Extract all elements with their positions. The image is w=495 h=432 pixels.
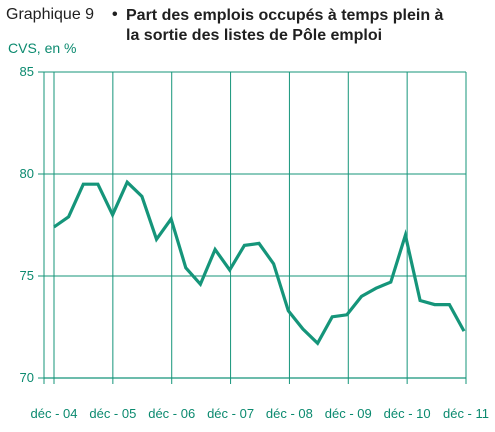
x-tick-label: déc - 05 <box>89 406 136 421</box>
x-tick-label: déc - 08 <box>266 406 313 421</box>
y-tick-label: 80 <box>20 166 34 181</box>
x-tick-label: déc - 04 <box>31 406 78 421</box>
title-bullet: • <box>112 6 118 23</box>
y-tick-label: 85 <box>20 64 34 79</box>
chart-header: Graphique 9 • Part des emplois occupés à… <box>6 4 490 48</box>
unit-label: CVS, en % <box>8 40 77 56</box>
x-tick-label: déc - 10 <box>384 406 431 421</box>
x-tick-label: déc - 06 <box>148 406 195 421</box>
x-tick-label: déc - 07 <box>207 406 254 421</box>
chart-number: Graphique 9 <box>6 6 95 23</box>
data-line <box>53 179 466 346</box>
x-tick-label: déc - 09 <box>325 406 372 421</box>
chart-title-line-2: la sortie des listes de Pôle emploi <box>126 27 383 44</box>
chart-title: Part des emplois occupés à temps plein à… <box>126 6 490 46</box>
chart-title-line-1: Part des emplois occupés à temps plein à <box>126 7 444 24</box>
y-tick-label: 70 <box>20 370 34 385</box>
x-tick-label: déc - 11 <box>443 406 489 421</box>
y-tick-label: 75 <box>20 268 34 283</box>
